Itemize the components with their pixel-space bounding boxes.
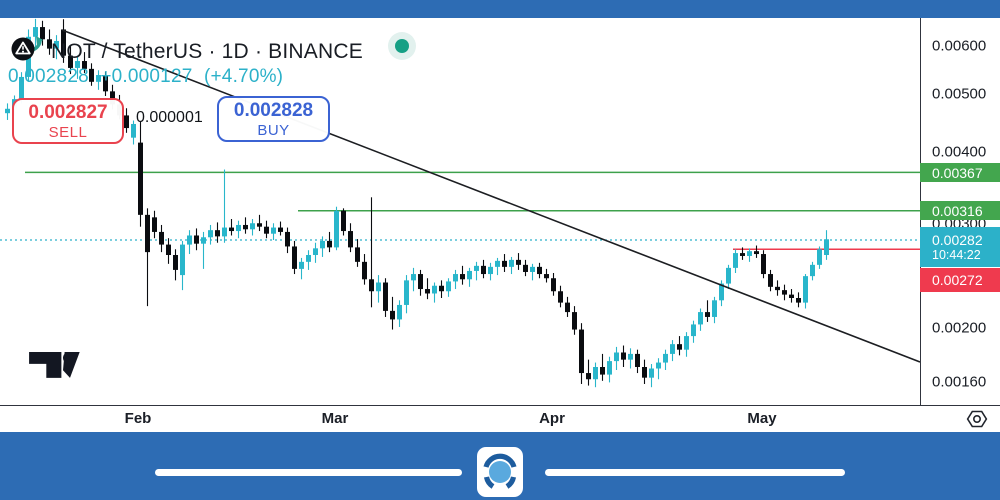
price-row: 0.002828 +0.000127 (+4.70%) (8, 66, 289, 88)
price-change-pct: (+4.70%) (203, 66, 284, 87)
buy-button[interactable]: 0.002828 BUY (217, 96, 330, 142)
time-tick: Apr (539, 410, 565, 427)
price-tick: 0.00160 (932, 373, 987, 391)
capture-button[interactable] (477, 447, 523, 497)
bar-countdown: 10:44:22 (932, 248, 981, 262)
last-price: 0.002828 (8, 66, 89, 87)
buy-label: BUY (257, 121, 290, 139)
last-price-value: 0.00282 (932, 232, 983, 248)
spread-value: 0.000001 (136, 109, 203, 126)
last-price-badge[interactable]: 0.00282 10:44:22 (920, 227, 1000, 267)
status-bar (0, 0, 1000, 18)
price-level-badge-upper[interactable]: 0.00367 (920, 163, 1000, 182)
chart-settings-hexagon-icon[interactable] (962, 407, 992, 436)
time-axis[interactable]: Feb Mar Apr May (0, 406, 1000, 432)
price-axis[interactable]: 0.00600 0.00500 0.00400 0.00300 0.00200 … (920, 18, 1000, 405)
sell-label: SELL (48, 123, 88, 141)
symbol-header[interactable]: NOT / TetherUS · 1D · BINANCE (9, 32, 363, 71)
time-tick: Feb (124, 410, 152, 427)
price-change: +0.000127 (100, 66, 193, 87)
price-tick: 0.00400 (932, 143, 987, 161)
alert-price-badge[interactable]: 0.00272 (920, 268, 1000, 292)
buy-price: 0.002828 (233, 99, 314, 121)
tradingview-logo-icon[interactable] (28, 352, 84, 385)
price-level-badge-lower[interactable]: 0.00316 (920, 201, 1000, 220)
symbol-logo-icon (9, 32, 49, 71)
price-tick: 0.00500 (932, 85, 987, 103)
crop-handle-right[interactable] (545, 469, 845, 476)
price-tick: 0.00200 (932, 319, 987, 337)
sell-price: 0.002827 (28, 101, 108, 123)
time-tick: Mar (321, 410, 349, 427)
crop-handle-left[interactable] (155, 469, 462, 476)
sell-button[interactable]: 0.002827 SELL (12, 98, 124, 144)
camera-aperture-icon (483, 453, 517, 489)
price-tick: 0.00600 (932, 37, 987, 55)
symbol-title[interactable]: NOT / TetherUS · 1D · BINANCE (51, 39, 363, 63)
capture-toolbar (0, 432, 1000, 500)
time-tick: May (747, 410, 777, 427)
market-status-dot (388, 32, 416, 60)
